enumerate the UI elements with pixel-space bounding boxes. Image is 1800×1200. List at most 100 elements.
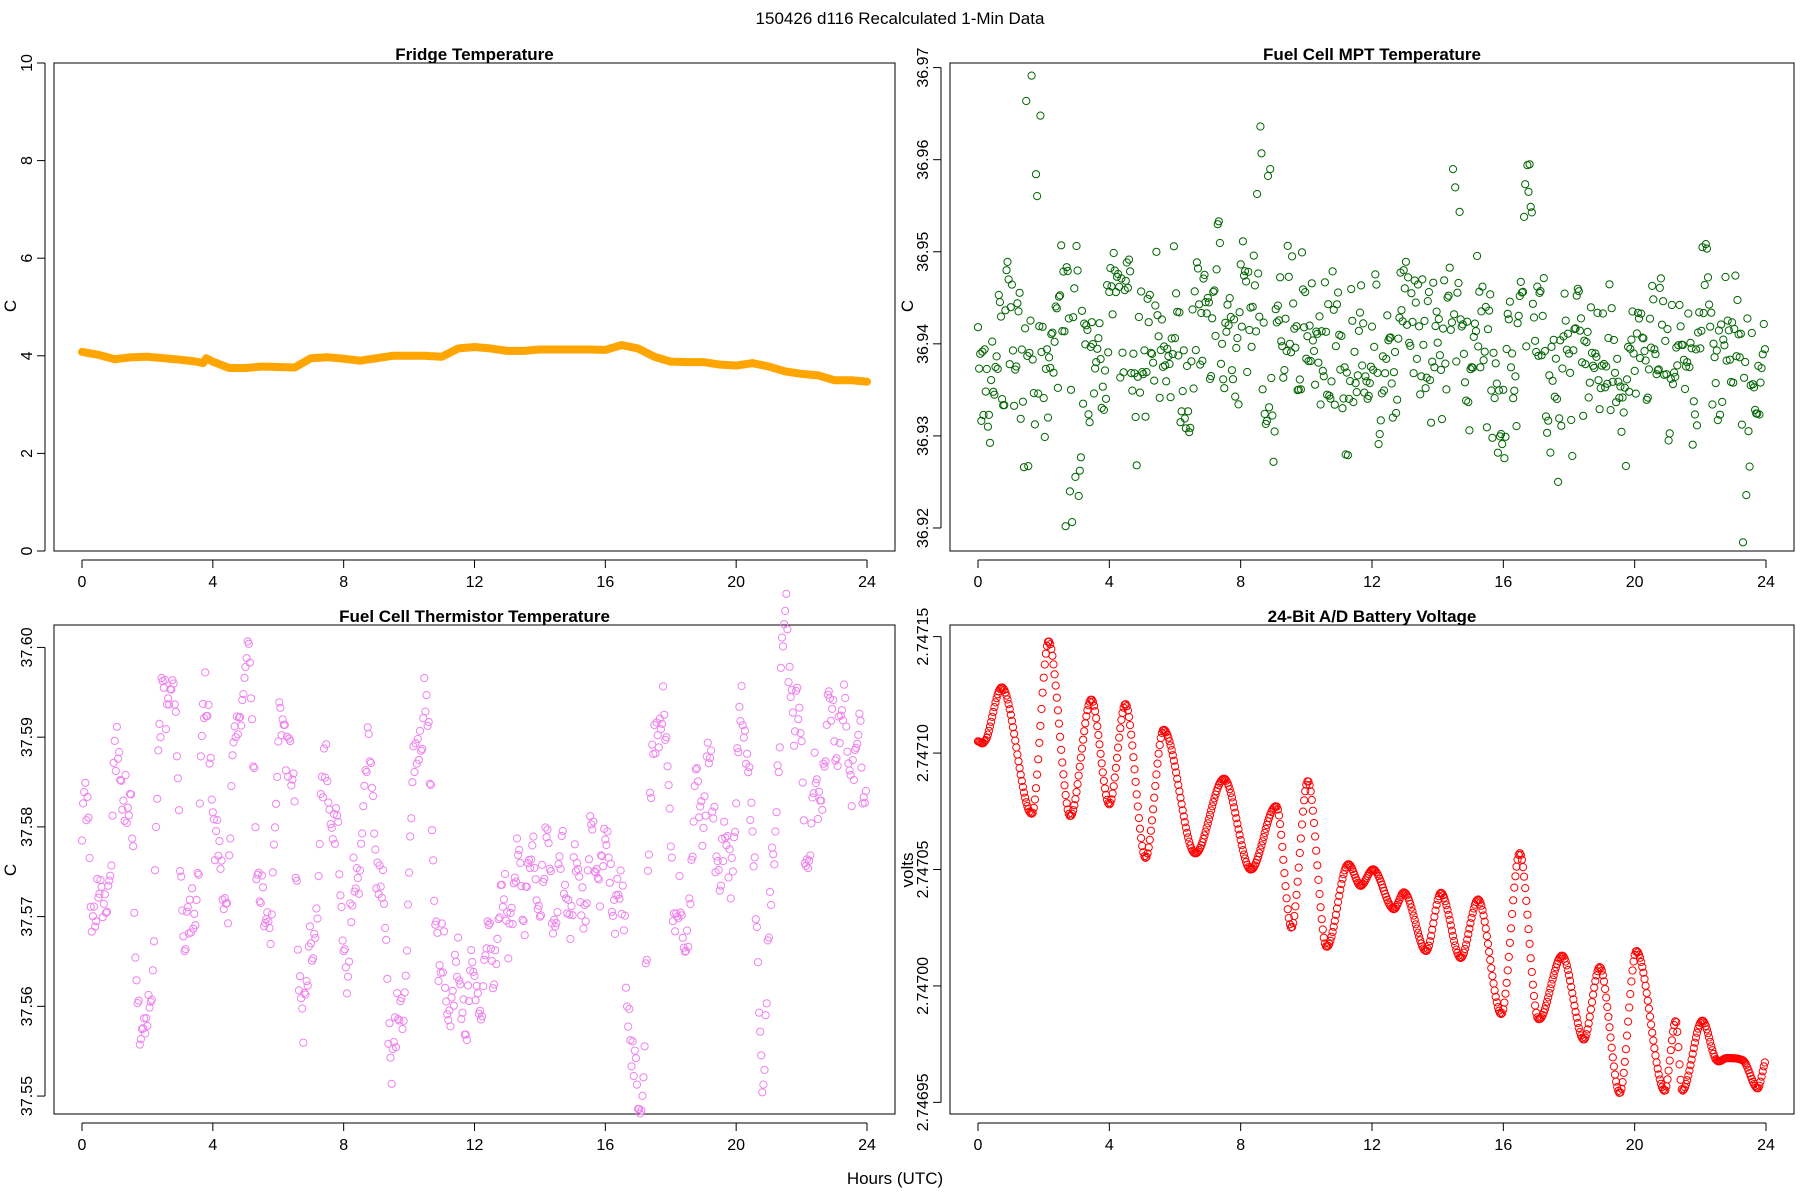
- data-point: [301, 990, 310, 999]
- data-point: [1331, 342, 1341, 351]
- data-point: [445, 1006, 454, 1015]
- data-point: [1153, 759, 1162, 768]
- data-point: [498, 902, 507, 912]
- data-point: [1320, 278, 1330, 287]
- data-point: [1634, 314, 1644, 323]
- data-point: [1506, 924, 1516, 933]
- data-point: [348, 901, 357, 910]
- data-point: [1244, 267, 1253, 276]
- x-tick-label: 20: [1626, 1137, 1644, 1154]
- data-point: [147, 995, 156, 1004]
- data-point: [1122, 702, 1131, 711]
- data-point: [756, 1027, 765, 1036]
- x-tick-label: 24: [1757, 574, 1775, 591]
- data-point: [1422, 946, 1431, 955]
- data-point: [198, 699, 208, 709]
- data-point: [266, 939, 275, 949]
- data-point: [710, 802, 719, 811]
- data-point: [1319, 933, 1328, 942]
- data-point: [1066, 811, 1076, 820]
- data-point: [130, 908, 139, 917]
- data-point: [1304, 357, 1313, 366]
- data-point: [1016, 770, 1025, 779]
- data-point: [173, 774, 182, 783]
- data-point: [556, 864, 565, 874]
- data-point: [470, 971, 479, 981]
- data-point: [1464, 930, 1473, 939]
- data-series-line: [78, 341, 871, 386]
- data-point: [602, 840, 611, 850]
- data-point: [1124, 712, 1134, 722]
- data-point: [240, 673, 249, 682]
- data-point: [84, 813, 93, 822]
- data-point: [85, 854, 94, 863]
- data-point: [1741, 1058, 1750, 1068]
- y-tick-label: 0: [19, 546, 36, 555]
- data-point: [744, 768, 753, 777]
- data-point: [1408, 907, 1417, 916]
- data-point: [528, 841, 537, 850]
- data-point: [1424, 288, 1434, 297]
- data-point: [1441, 897, 1450, 906]
- data-point: [1288, 922, 1297, 932]
- data-point: [1427, 418, 1436, 427]
- data-point: [1599, 359, 1609, 369]
- data-point: [1501, 432, 1510, 441]
- data-point: [1407, 903, 1416, 912]
- data-point: [984, 726, 994, 735]
- data-point: [1717, 320, 1726, 329]
- data-point: [1324, 941, 1333, 950]
- data-point: [1708, 400, 1717, 409]
- data-point: [446, 1022, 455, 1031]
- data-point: [751, 915, 760, 924]
- data-point: [1334, 288, 1343, 297]
- data-point: [1030, 420, 1040, 429]
- data-point: [1004, 275, 1013, 284]
- data-point: [1106, 798, 1115, 808]
- data-point: [1165, 359, 1174, 369]
- data-point: [1440, 893, 1449, 902]
- data-point: [620, 911, 630, 920]
- data-point: [1518, 287, 1528, 296]
- data-point: [983, 730, 993, 739]
- data-point: [1047, 330, 1056, 339]
- data-point: [1401, 257, 1411, 266]
- data-point: [1038, 688, 1047, 697]
- data-point: [553, 908, 562, 917]
- data-point: [1270, 427, 1279, 436]
- data-point: [692, 764, 702, 773]
- data-point: [429, 856, 438, 865]
- data-point: [1477, 307, 1486, 316]
- data-point: [1137, 287, 1146, 296]
- data-point: [1546, 448, 1555, 457]
- data-point: [1066, 385, 1076, 394]
- data-point: [1392, 408, 1401, 418]
- data-point: [1210, 794, 1219, 803]
- data-point: [1583, 1025, 1592, 1034]
- data-point: [629, 1071, 638, 1081]
- data-point: [1490, 394, 1499, 403]
- data-point: [1124, 255, 1134, 264]
- data-point: [1235, 830, 1244, 839]
- data-point: [258, 883, 268, 892]
- data-point: [1149, 358, 1158, 367]
- data-point: [598, 852, 607, 861]
- data-point: [1522, 896, 1531, 906]
- data-point: [1332, 904, 1342, 913]
- data-point: [1100, 366, 1110, 375]
- data-point: [1387, 379, 1396, 388]
- data-point: [1664, 1066, 1673, 1075]
- data-point: [238, 695, 247, 705]
- data-point: [272, 799, 281, 808]
- plot-frame: [53, 62, 896, 552]
- data-point: [461, 1030, 470, 1039]
- data-point: [1512, 422, 1521, 431]
- data-point: [1432, 900, 1441, 909]
- data-point: [1302, 354, 1311, 363]
- data-point: [1571, 1007, 1580, 1017]
- data-point: [1446, 325, 1455, 334]
- data-point: [418, 744, 427, 754]
- data-point: [861, 786, 871, 796]
- data-point: [735, 702, 744, 712]
- data-point: [372, 884, 381, 893]
